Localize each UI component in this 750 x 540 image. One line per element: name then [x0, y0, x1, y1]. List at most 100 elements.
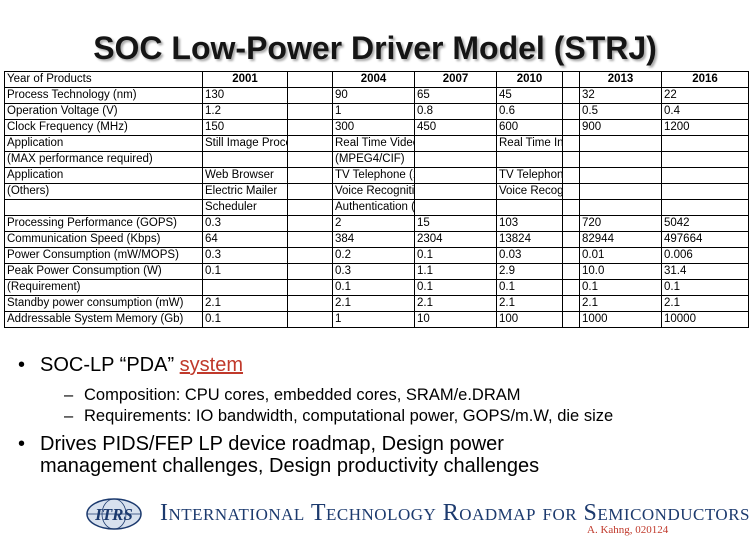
- table-cell: [202, 279, 288, 296]
- table-row: (MAX performance required) (MPEG4/CIF): [4, 151, 749, 168]
- bullet-drives-line2: management challenges, Design productivi…: [40, 455, 540, 477]
- table-cell: 0.1: [414, 247, 497, 264]
- sub-bullet-composition: – Composition: CPU cores, embedded cores,…: [64, 385, 521, 405]
- table-cell: 32: [579, 87, 662, 104]
- table-cell: 0.3: [202, 247, 288, 264]
- table-cell: 0.5: [579, 103, 662, 120]
- table-cell: [562, 295, 580, 312]
- table-cell: [562, 119, 580, 136]
- table-cell: 0.1: [414, 279, 497, 296]
- table-cell: 2: [332, 215, 415, 232]
- table-row: Operation Voltage (V) 1.2 1 0.8 0.6 0.5 0.4: [4, 103, 749, 120]
- table-cell: [562, 199, 580, 216]
- table-cell: 0.1: [496, 279, 563, 296]
- author-credit: A. Kahng, 020124: [587, 524, 669, 536]
- table-cell: 100: [496, 311, 563, 328]
- table-header-cell: 2007: [414, 71, 497, 88]
- table-row: Standby power consumption (mW) 2.1 2.1 2.1 2…: [4, 295, 749, 312]
- table-cell: 31.4: [661, 263, 749, 280]
- table-cell: [562, 167, 580, 184]
- table-cell: Processing Performance (GOPS): [4, 215, 203, 232]
- logo-text: ITRS: [94, 505, 133, 524]
- table-cell: TV Telephone (1:1): [332, 167, 415, 184]
- table-cell: [287, 215, 333, 232]
- table-cell: [562, 135, 580, 152]
- table-cell: [287, 247, 333, 264]
- table-cell: 1: [332, 103, 415, 120]
- table-header-cell: 2001: [202, 71, 288, 88]
- table-cell: 130: [202, 87, 288, 104]
- table-cell: 2.1: [661, 295, 749, 312]
- table-cell: [287, 151, 333, 168]
- table-cell: 450: [414, 119, 497, 136]
- table-cell: [287, 263, 333, 280]
- table-cell: [287, 311, 333, 328]
- table-cell: 64: [202, 231, 288, 248]
- table-header-cell: [287, 71, 333, 88]
- footer: ITRS International Technology Roadmap fo…: [0, 490, 750, 540]
- table-cell: Operation Voltage (V): [4, 103, 203, 120]
- table-cell: (MAX performance required): [4, 151, 203, 168]
- table-cell: (Requirement): [4, 279, 203, 296]
- table-cell: Voice Recognition (Input): [332, 183, 415, 200]
- table-header-cell: [562, 71, 580, 88]
- table-cell: 10000: [661, 311, 749, 328]
- table-cell: 22: [661, 87, 749, 104]
- table-row: Clock Frequency (MHz) 150 300 450 600 900 1200: [4, 119, 749, 136]
- table-row: Communication Speed (Kbps) 64 384 2304 13824…: [4, 231, 749, 248]
- table-cell: [414, 167, 497, 184]
- bullet-dot: •: [18, 354, 26, 376]
- table-cell: [562, 279, 580, 296]
- table-cell: 82944: [579, 231, 662, 248]
- table-cell: 2.1: [579, 295, 662, 312]
- table-cell: [562, 183, 580, 200]
- roadmap-table-body: Year of Products 2001 2004 2007 2010 2013 2016…: [4, 71, 749, 328]
- table-cell: 2.1: [202, 295, 288, 312]
- table-cell: [661, 183, 749, 200]
- table-cell: Still Image Processing: [202, 135, 288, 152]
- table-cell: 90: [332, 87, 415, 104]
- slide-title: SOC Low-Power Driver Model (STRJ): [93, 30, 657, 66]
- roadmap-table: Year of Products 2001 2004 2007 2010 2013 2016…: [4, 71, 749, 328]
- table-cell: 0.1: [579, 279, 662, 296]
- table-cell: [562, 263, 580, 280]
- org-name: International Technology Roadmap for Sem…: [160, 500, 750, 526]
- table-header-row: Year of Products 2001 2004 2007 2010 2013 2016: [4, 71, 749, 88]
- table-cell: 497664: [661, 231, 749, 248]
- system-link[interactable]: system: [179, 354, 244, 376]
- table-header-cell: 2016: [661, 71, 749, 88]
- table-cell: 0.1: [332, 279, 415, 296]
- table-cell: 900: [579, 119, 662, 136]
- table-cell: [287, 87, 333, 104]
- bullet-soc-lp-text: SOC-LP “PDA”: [40, 354, 180, 376]
- table-cell: [661, 151, 749, 168]
- table-header-cell: 2004: [332, 71, 415, 88]
- bullet-drives-line1: Drives PIDS/FEP LP device roadmap, Desig…: [40, 433, 504, 455]
- table-cell: 0.3: [332, 263, 415, 280]
- table-cell: 1000: [579, 311, 662, 328]
- table-cell: [287, 135, 333, 152]
- table-cell: Real Time Interpretation: [496, 135, 563, 152]
- table-cell: Communication Speed (Kbps): [4, 231, 203, 248]
- table-cell: [287, 295, 333, 312]
- table-cell: [579, 183, 662, 200]
- table-cell: 65: [414, 87, 497, 104]
- table-cell: [579, 167, 662, 184]
- table-cell: [287, 103, 333, 120]
- table-cell: 0.1: [661, 279, 749, 296]
- table-cell: Real Time Video Code: [332, 135, 415, 152]
- table-header-cell: 2013: [579, 71, 662, 88]
- table-cell: [562, 311, 580, 328]
- table-cell: [661, 167, 749, 184]
- table-cell: 2.1: [414, 295, 497, 312]
- table-cell: [496, 151, 563, 168]
- table-cell: 10.0: [579, 263, 662, 280]
- table-cell: 1200: [661, 119, 749, 136]
- table-row: Peak Power Consumption (W) 0.1 0.3 1.1 2.9 10…: [4, 263, 749, 280]
- table-cell: Process Technology (nm): [4, 87, 203, 104]
- table-cell: 103: [496, 215, 563, 232]
- table-cell: 13824: [496, 231, 563, 248]
- table-cell: Standby power consumption (mW): [4, 295, 203, 312]
- table-cell: [287, 231, 333, 248]
- table-cell: [579, 135, 662, 152]
